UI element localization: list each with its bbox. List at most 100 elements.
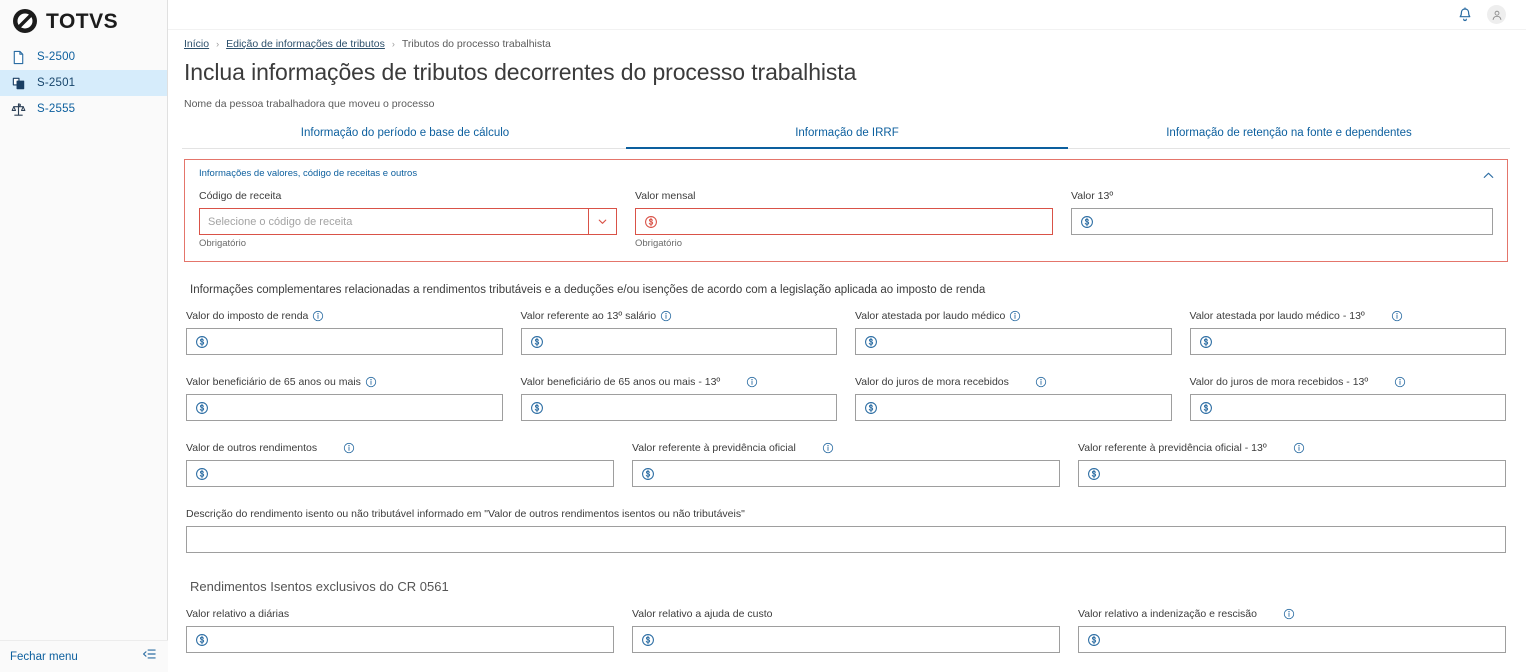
- valor-diarias-input[interactable]: [186, 626, 614, 653]
- valor-13-input[interactable]: [1071, 208, 1493, 235]
- field-juros-mora-13: Valor do juros de mora recebidos - 13º: [1189, 376, 1506, 421]
- chevron-up-icon[interactable]: [1481, 168, 1497, 184]
- previdencia-oficial-13-input[interactable]: [1078, 460, 1506, 487]
- info-icon[interactable]: [1394, 376, 1406, 388]
- field-valor-13-salario: Valor referente ao 13º salário: [520, 310, 838, 355]
- complementary-row-3: Valor de outros rendimentos Valor: [186, 442, 1506, 487]
- tab-informacao-irrf[interactable]: Informação de IRRF: [626, 121, 1068, 149]
- chevron-down-icon[interactable]: [588, 209, 616, 234]
- currency-icon: [1199, 335, 1213, 349]
- currency-icon: [195, 467, 209, 481]
- currency-icon: [641, 633, 655, 647]
- valor-imposto-renda-input[interactable]: [186, 328, 503, 355]
- page-subtitle: Nome da pessoa trabalhadora que moveu o …: [184, 98, 435, 110]
- valores-codigo-receita-card: Informações de valores, código de receit…: [184, 159, 1508, 262]
- field-label: Descrição do rendimento isento ou não tr…: [186, 508, 745, 520]
- field-label-text: Valor atestada por laudo médico: [855, 310, 1006, 322]
- tab-retencao-fonte-dependentes[interactable]: Informação de retenção na fonte e depend…: [1068, 121, 1510, 149]
- outros-rendimentos-input[interactable]: [186, 460, 614, 487]
- field-label-text: Valor do juros de mora recebidos - 13º: [1189, 376, 1369, 388]
- currency-icon: [1087, 633, 1101, 647]
- juros-mora-input[interactable]: [855, 394, 1172, 421]
- previdencia-oficial-input[interactable]: [632, 460, 1060, 487]
- field-codigo-receita: Código de receita Selecione o código de …: [199, 190, 617, 249]
- currency-icon: [195, 335, 209, 349]
- codigo-receita-select[interactable]: Selecione o código de receita: [199, 208, 617, 235]
- close-menu-label: Fechar menu: [10, 650, 78, 663]
- field-label-text: Valor do imposto de renda: [186, 310, 309, 322]
- copy-pages-icon: [10, 75, 27, 92]
- valor-ajuda-custo-input[interactable]: [632, 626, 1060, 653]
- beneficiario-65-input[interactable]: [186, 394, 503, 421]
- field-label: Valor relativo a indenização e rescisão: [1078, 608, 1506, 620]
- totvs-logo-icon: [12, 8, 38, 34]
- collapse-menu-icon[interactable]: [142, 647, 156, 666]
- field-label: Valor referente à previdência oficial: [632, 442, 1060, 454]
- info-icon[interactable]: [1283, 608, 1295, 620]
- info-icon[interactable]: [1391, 310, 1403, 322]
- valor-indenizacao-rescisao-input[interactable]: [1078, 626, 1506, 653]
- field-label: Valor beneficiário de 65 anos ou mais: [186, 376, 503, 388]
- field-label: Valor do juros de mora recebidos: [855, 376, 1172, 388]
- exempt-row-1: Valor relativo a diárias Valor relativo …: [186, 608, 1506, 653]
- breadcrumb-level2[interactable]: Edição de informações de tributos: [226, 38, 385, 50]
- balance-scale-icon: [10, 101, 27, 118]
- field-label-text: Valor relativo a indenização e rescisão: [1078, 608, 1257, 620]
- field-label-text: Valor beneficiário de 65 anos ou mais - …: [520, 376, 721, 388]
- main-area: Início › Edição de informações de tribut…: [168, 0, 1526, 672]
- sidebar-item-label: S-2555: [37, 103, 76, 115]
- descricao-rendimento-input[interactable]: [186, 526, 1506, 553]
- field-valor-imposto-renda: Valor do imposto de renda: [186, 310, 503, 355]
- sidebar-item-s-2555[interactable]: S-2555: [0, 96, 167, 122]
- field-outros-rendimentos: Valor de outros rendimentos: [186, 442, 614, 487]
- tab-periodo-base-calculo[interactable]: Informação do período e base de cálculo: [184, 121, 626, 149]
- info-icon[interactable]: [660, 310, 672, 322]
- info-icon[interactable]: [365, 376, 377, 388]
- beneficiario-65-13-input[interactable]: [520, 394, 837, 421]
- brand-name: TOTVS: [46, 9, 119, 33]
- currency-icon: [195, 401, 209, 415]
- complementary-section: Informações complementares relacionadas …: [182, 284, 1510, 553]
- user-avatar-icon[interactable]: [1487, 5, 1506, 24]
- sidebar-item-label: S-2501: [37, 77, 76, 89]
- close-menu-button[interactable]: Fechar menu: [0, 640, 168, 672]
- info-icon[interactable]: [1035, 376, 1047, 388]
- valor-mensal-input[interactable]: [635, 208, 1053, 235]
- field-label-text: Valor de outros rendimentos: [186, 442, 318, 454]
- currency-icon: [644, 215, 658, 229]
- valor-13-salario-input[interactable]: [520, 328, 837, 355]
- valor-laudo-medico-13-input[interactable]: [1189, 328, 1506, 355]
- currency-icon: [864, 335, 878, 349]
- currency-icon: [864, 401, 878, 415]
- top-bar: [168, 0, 1526, 30]
- field-previdencia-oficial-13: Valor referente à previdência oficial - …: [1078, 442, 1506, 487]
- descricao-rendimento-row: Descrição do rendimento isento ou não tr…: [186, 508, 1506, 553]
- complementary-row-1: Valor do imposto de renda Valor re: [186, 310, 1506, 355]
- field-label: Valor mensal: [635, 190, 696, 202]
- complementary-note: Informações complementares relacionadas …: [190, 284, 986, 296]
- field-label-text: Valor referente à previdência oficial - …: [1078, 442, 1267, 454]
- info-icon[interactable]: [822, 442, 834, 454]
- info-icon[interactable]: [343, 442, 355, 454]
- breadcrumb-home[interactable]: Início: [184, 38, 210, 50]
- valor-laudo-medico-input[interactable]: [855, 328, 1172, 355]
- field-label-text: Valor referente à previdência oficial: [632, 442, 796, 454]
- info-icon[interactable]: [746, 376, 758, 388]
- field-label-text: Valor relativo a ajuda de custo: [632, 608, 773, 620]
- field-label: Valor referente ao 13º salário: [521, 310, 838, 322]
- currency-icon: [1199, 401, 1213, 415]
- bell-icon[interactable]: [1457, 6, 1473, 23]
- info-icon[interactable]: [312, 310, 324, 322]
- sidebar-item-s-2500[interactable]: S-2500: [0, 44, 167, 70]
- currency-icon: [530, 401, 544, 415]
- brand: TOTVS: [0, 0, 167, 40]
- sidebar-item-s-2501[interactable]: S-2501: [0, 70, 167, 96]
- info-icon[interactable]: [1293, 442, 1305, 454]
- juros-mora-13-input[interactable]: [1189, 394, 1506, 421]
- field-valor-indenizacao-rescisao: Valor relativo a indenização e rescisão: [1078, 608, 1506, 653]
- tab-label: Informação do período e base de cálculo: [300, 127, 510, 139]
- field-valor-diarias: Valor relativo a diárias: [186, 608, 614, 653]
- field-label: Valor de outros rendimentos: [186, 442, 614, 454]
- info-icon[interactable]: [1009, 310, 1021, 322]
